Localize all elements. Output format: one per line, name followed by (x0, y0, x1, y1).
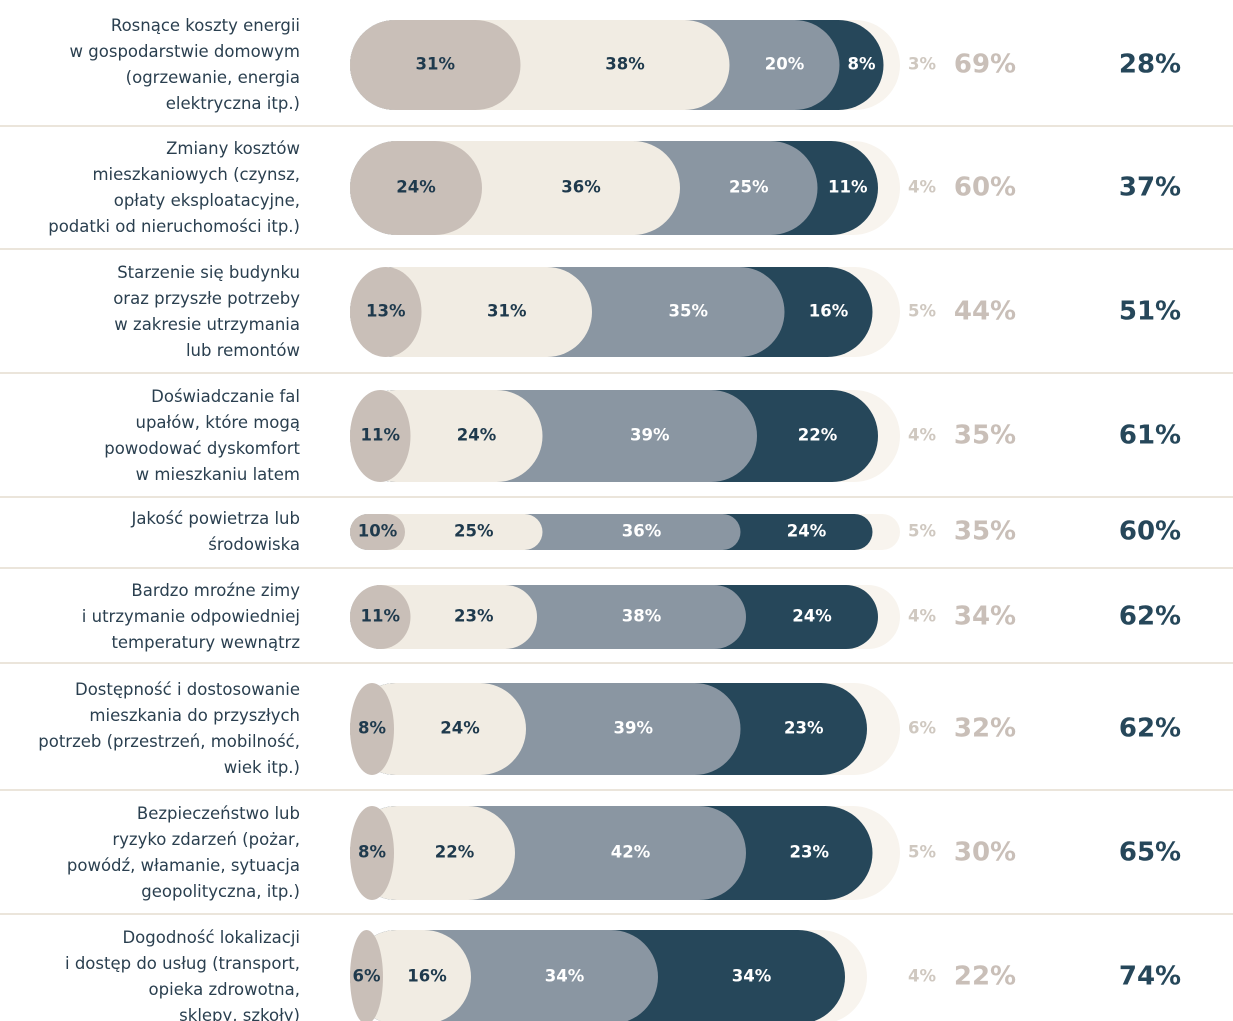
value-label: 31% (416, 55, 456, 74)
category-label: Dogodność lokalizacji i dostęp do usług … (65, 928, 300, 1021)
bar-segment (350, 683, 526, 775)
value-label: 13% (366, 302, 406, 321)
bar-segment (350, 683, 394, 775)
category-label: Doświadczanie fal upałów, które mogą pow… (104, 387, 300, 484)
value-label: 6% (908, 719, 936, 738)
value-label: 8% (847, 55, 875, 74)
category-label: Dostępność i dostosowanie mieszkania do … (38, 680, 300, 777)
value-label: 25% (729, 178, 769, 197)
value-label: 23% (784, 719, 824, 738)
total-label: 28% (1119, 50, 1181, 80)
bar-segment (350, 267, 422, 357)
total-label: 35% (954, 421, 1016, 451)
category-label: Bardzo mroźne zimy i utrzymanie odpowied… (81, 581, 300, 652)
category-label: Starzenie się budynku oraz przyszłe potr… (113, 263, 300, 360)
value-label: 34% (545, 967, 585, 986)
value-label: 4% (908, 967, 936, 986)
value-label: 42% (611, 843, 651, 862)
bar-segment (350, 514, 405, 550)
total-label: 62% (1119, 602, 1181, 632)
value-label: 23% (454, 607, 494, 626)
value-label: 36% (561, 178, 601, 197)
total-label: 60% (1119, 517, 1181, 547)
category-label: Rosnące koszty energii w gospodarstwie d… (69, 16, 300, 113)
bar-segment (350, 390, 411, 482)
value-label: 38% (622, 607, 662, 626)
value-label: 22% (798, 426, 838, 445)
category-label: Bezpieczeństwo lub ryzyko zdarzeń (pożar… (66, 804, 300, 901)
total-label: 37% (1119, 173, 1181, 203)
bar-segment (350, 141, 482, 235)
total-label: 62% (1119, 714, 1181, 744)
bar-segment (350, 585, 411, 649)
category-label: Jakość powietrza lub środowiska (131, 509, 300, 554)
value-label: 10% (358, 522, 398, 541)
total-label: 44% (954, 297, 1016, 327)
value-label: 8% (358, 719, 386, 738)
value-label: 24% (457, 426, 497, 445)
value-label: 11% (828, 178, 868, 197)
value-label: 34% (732, 967, 772, 986)
total-label: 69% (954, 50, 1016, 80)
bar-segment (350, 930, 383, 1021)
value-label: 38% (605, 55, 645, 74)
bar-segment (350, 20, 521, 110)
bar-segment (350, 806, 515, 900)
value-label: 20% (765, 55, 805, 74)
value-label: 4% (908, 178, 936, 197)
total-label: 22% (954, 962, 1016, 992)
total-label: 61% (1119, 421, 1181, 451)
value-label: 11% (361, 426, 401, 445)
bar-segment (350, 806, 394, 900)
value-label: 16% (809, 302, 849, 321)
value-label: 39% (614, 719, 654, 738)
value-label: 24% (440, 719, 480, 738)
value-label: 25% (454, 522, 494, 541)
value-label: 11% (361, 607, 401, 626)
value-label: 31% (487, 302, 527, 321)
value-label: 16% (407, 967, 447, 986)
value-label: 24% (792, 607, 832, 626)
value-label: 36% (622, 522, 662, 541)
value-label: 4% (908, 426, 936, 445)
total-label: 30% (954, 838, 1016, 868)
value-label: 35% (669, 302, 709, 321)
value-label: 6% (352, 967, 380, 986)
value-label: 3% (908, 55, 936, 74)
value-label: 22% (435, 843, 475, 862)
total-label: 65% (1119, 838, 1181, 868)
value-label: 8% (358, 843, 386, 862)
total-label: 51% (1119, 297, 1181, 327)
value-label: 5% (908, 522, 936, 541)
category-label: Zmiany kosztów mieszkaniowych (czynsz, o… (48, 139, 300, 236)
value-label: 5% (908, 302, 936, 321)
total-label: 35% (954, 517, 1016, 547)
value-label: 24% (396, 178, 436, 197)
value-label: 39% (630, 426, 670, 445)
value-label: 24% (787, 522, 827, 541)
total-label: 32% (954, 714, 1016, 744)
value-label: 4% (908, 607, 936, 626)
total-label: 74% (1119, 962, 1181, 992)
value-label: 23% (790, 843, 830, 862)
total-label: 60% (954, 173, 1016, 203)
value-label: 5% (908, 843, 936, 862)
total-label: 34% (954, 602, 1016, 632)
